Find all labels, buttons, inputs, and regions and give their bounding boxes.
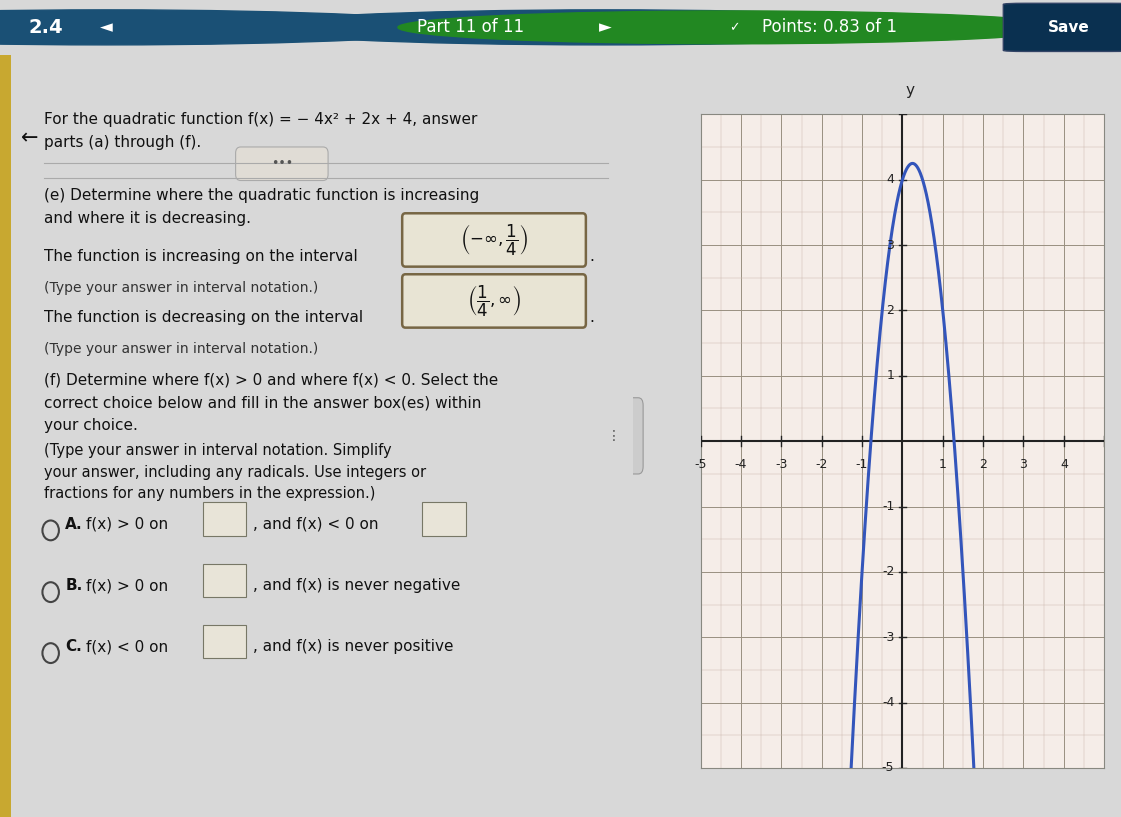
Text: The function is decreasing on the interval: The function is decreasing on the interv…: [45, 310, 363, 325]
Text: 2.4: 2.4: [28, 18, 63, 37]
Text: 1: 1: [887, 369, 895, 382]
Text: , and f(x) is never positive: , and f(x) is never positive: [253, 640, 454, 654]
Text: 2: 2: [979, 458, 988, 471]
Text: correct choice below and fill in the answer box(es) within: correct choice below and fill in the ans…: [45, 395, 482, 410]
Text: -5: -5: [694, 458, 707, 471]
Text: (Type your answer in interval notation.): (Type your answer in interval notation.): [45, 342, 318, 356]
Text: f(x) > 0 on: f(x) > 0 on: [85, 516, 168, 532]
Text: y: y: [905, 83, 914, 98]
Text: Part 11 of 11: Part 11 of 11: [417, 18, 525, 37]
FancyBboxPatch shape: [590, 398, 643, 474]
Circle shape: [0, 10, 465, 45]
Text: your choice.: your choice.: [45, 418, 138, 433]
FancyBboxPatch shape: [203, 625, 247, 659]
Circle shape: [398, 11, 1071, 44]
Text: -2: -2: [882, 565, 895, 578]
Text: -4: -4: [882, 696, 895, 709]
Text: 3: 3: [887, 239, 895, 252]
Text: -2: -2: [815, 458, 828, 471]
Text: (Type your answer in interval notation.): (Type your answer in interval notation.): [45, 281, 318, 295]
Text: , and f(x) is never negative: , and f(x) is never negative: [253, 578, 461, 593]
Text: A.: A.: [65, 516, 83, 532]
FancyBboxPatch shape: [203, 564, 247, 597]
FancyBboxPatch shape: [402, 213, 586, 266]
Text: ◄: ◄: [100, 18, 113, 37]
Circle shape: [247, 10, 964, 45]
Text: The function is increasing on the interval: The function is increasing on the interv…: [45, 249, 358, 264]
FancyBboxPatch shape: [235, 147, 328, 181]
Text: ←: ←: [21, 128, 38, 149]
Text: parts (a) through (f).: parts (a) through (f).: [45, 135, 202, 150]
Text: For the quadratic function f(x) = − 4x² + 2x + 4, answer: For the quadratic function f(x) = − 4x² …: [45, 112, 478, 127]
Text: -1: -1: [882, 500, 895, 513]
Text: -3: -3: [882, 631, 895, 644]
Text: Save: Save: [1047, 20, 1090, 35]
Text: and where it is decreasing.: and where it is decreasing.: [45, 211, 251, 226]
Text: (Type your answer in interval notation. Simplify: (Type your answer in interval notation. …: [45, 444, 392, 458]
Text: .: .: [589, 249, 594, 264]
FancyBboxPatch shape: [1003, 3, 1121, 51]
Text: $\left(-\infty,\dfrac{1}{4}\right)$: $\left(-\infty,\dfrac{1}{4}\right)$: [460, 222, 528, 257]
FancyBboxPatch shape: [421, 502, 465, 536]
Text: (f) Determine where f(x) > 0 and where f(x) < 0. Select the: (f) Determine where f(x) > 0 and where f…: [45, 373, 499, 387]
FancyBboxPatch shape: [203, 502, 247, 536]
Text: $\left(\dfrac{1}{4},\infty\right)$: $\left(\dfrac{1}{4},\infty\right)$: [466, 283, 521, 319]
Text: 4: 4: [1059, 458, 1068, 471]
Bar: [0, 55, 11, 817]
Text: -1: -1: [855, 458, 869, 471]
Text: B.: B.: [65, 578, 83, 593]
Text: ✓: ✓: [729, 21, 740, 33]
Text: Points: 0.83 of 1: Points: 0.83 of 1: [762, 18, 897, 37]
Text: f(x) < 0 on: f(x) < 0 on: [85, 640, 168, 654]
Text: , and f(x) < 0 on: , and f(x) < 0 on: [253, 516, 379, 532]
Text: -5: -5: [882, 761, 895, 775]
Text: •••: •••: [271, 157, 293, 170]
Text: 3: 3: [1019, 458, 1028, 471]
Text: 1: 1: [938, 458, 947, 471]
Text: ⋮: ⋮: [606, 429, 621, 443]
Text: -3: -3: [775, 458, 788, 471]
Text: ►: ►: [599, 18, 612, 37]
Text: 2: 2: [887, 304, 895, 317]
Text: C.: C.: [65, 640, 82, 654]
FancyBboxPatch shape: [402, 275, 586, 328]
Text: your answer, including any radicals. Use integers or: your answer, including any radicals. Use…: [45, 465, 426, 480]
Text: .: .: [589, 310, 594, 325]
Text: fractions for any numbers in the expression.): fractions for any numbers in the express…: [45, 486, 376, 501]
Text: (e) Determine where the quadratic function is increasing: (e) Determine where the quadratic functi…: [45, 188, 480, 203]
Text: -4: -4: [734, 458, 748, 471]
Text: 4: 4: [887, 173, 895, 186]
Text: f(x) > 0 on: f(x) > 0 on: [85, 578, 168, 593]
